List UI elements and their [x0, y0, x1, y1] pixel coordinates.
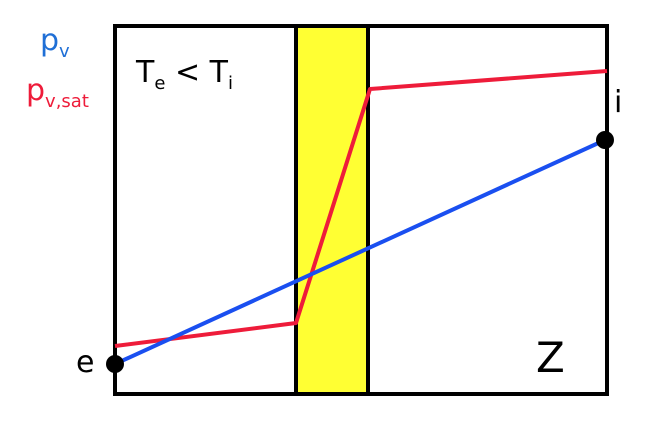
label-exterior: e — [76, 345, 94, 380]
pv-line — [114, 138, 606, 366]
temperature-condition: Te < Ti — [135, 55, 233, 94]
point-interior — [596, 131, 614, 149]
point-exterior — [106, 355, 124, 373]
wall-frame — [113, 24, 609, 396]
legend-pv: pv — [40, 23, 70, 62]
axis-label-z: Z — [536, 333, 565, 382]
label-interior: i — [614, 85, 622, 120]
legend-pvsat: pv,sat — [26, 73, 89, 112]
pvsat-line — [114, 69, 608, 348]
